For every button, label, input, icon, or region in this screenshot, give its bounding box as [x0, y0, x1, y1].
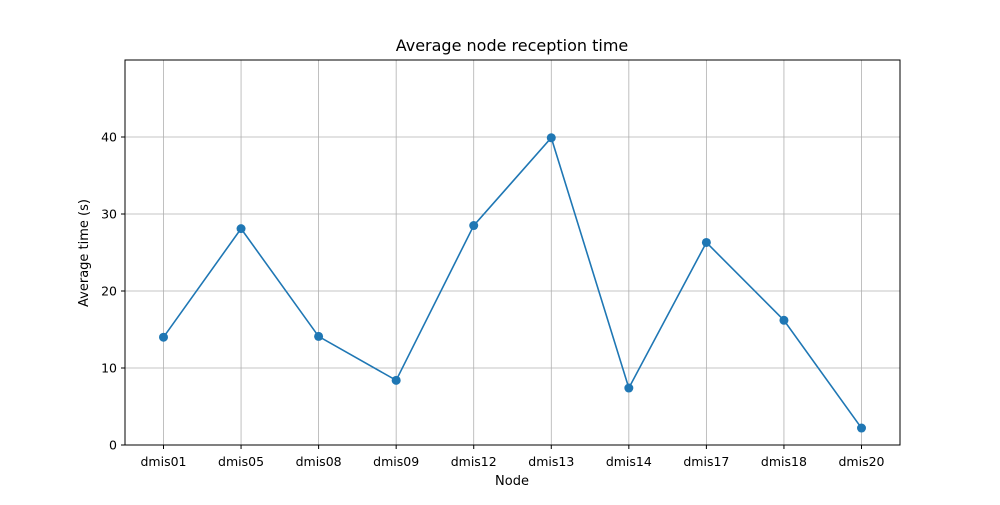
series-layer	[159, 133, 866, 433]
data-point-dmis18	[779, 315, 789, 325]
plot-frame	[124, 59, 901, 446]
axes	[124, 59, 901, 446]
chart-title: Average node reception time	[396, 36, 629, 55]
x-tick-label: dmis14	[606, 454, 652, 469]
y-tick-label: 10	[101, 361, 117, 376]
x-axis-label: Node	[495, 474, 529, 489]
x-tick-label: dmis01	[140, 454, 186, 469]
grid-lines	[125, 60, 900, 446]
x-tick-label: dmis20	[838, 454, 884, 469]
data-point-dmis09	[391, 375, 401, 385]
x-tick-label: dmis09	[373, 454, 419, 469]
data-point-dmis20	[857, 423, 866, 433]
x-tick-label: dmis08	[296, 454, 342, 469]
data-point-dmis08	[314, 331, 324, 341]
y-tick-label: 20	[101, 284, 117, 299]
x-tick-label: dmis17	[683, 454, 729, 469]
x-tick-label: dmis18	[761, 454, 807, 469]
data-point-dmis05	[236, 224, 246, 234]
y-tick-label: 0	[109, 438, 117, 453]
y-axis-label: Average time (s)	[77, 199, 92, 307]
x-tick-label: dmis12	[451, 454, 497, 469]
tick-labels: dmis01 dmis05 dmis08 dmis09 dmis12 dmis13 dmis…	[101, 130, 884, 470]
data-point-dmis12	[469, 221, 479, 231]
data-point-dmis14	[624, 383, 634, 393]
y-tick-label: 30	[101, 207, 117, 222]
data-point-dmis13	[546, 133, 556, 143]
data-point-dmis17	[701, 237, 711, 247]
x-tick-label: dmis13	[528, 454, 574, 469]
x-tick-label: dmis05	[218, 454, 264, 469]
series-line	[162, 136, 863, 429]
data-point-dmis01	[159, 332, 168, 342]
y-tick-label: 40	[101, 130, 117, 145]
